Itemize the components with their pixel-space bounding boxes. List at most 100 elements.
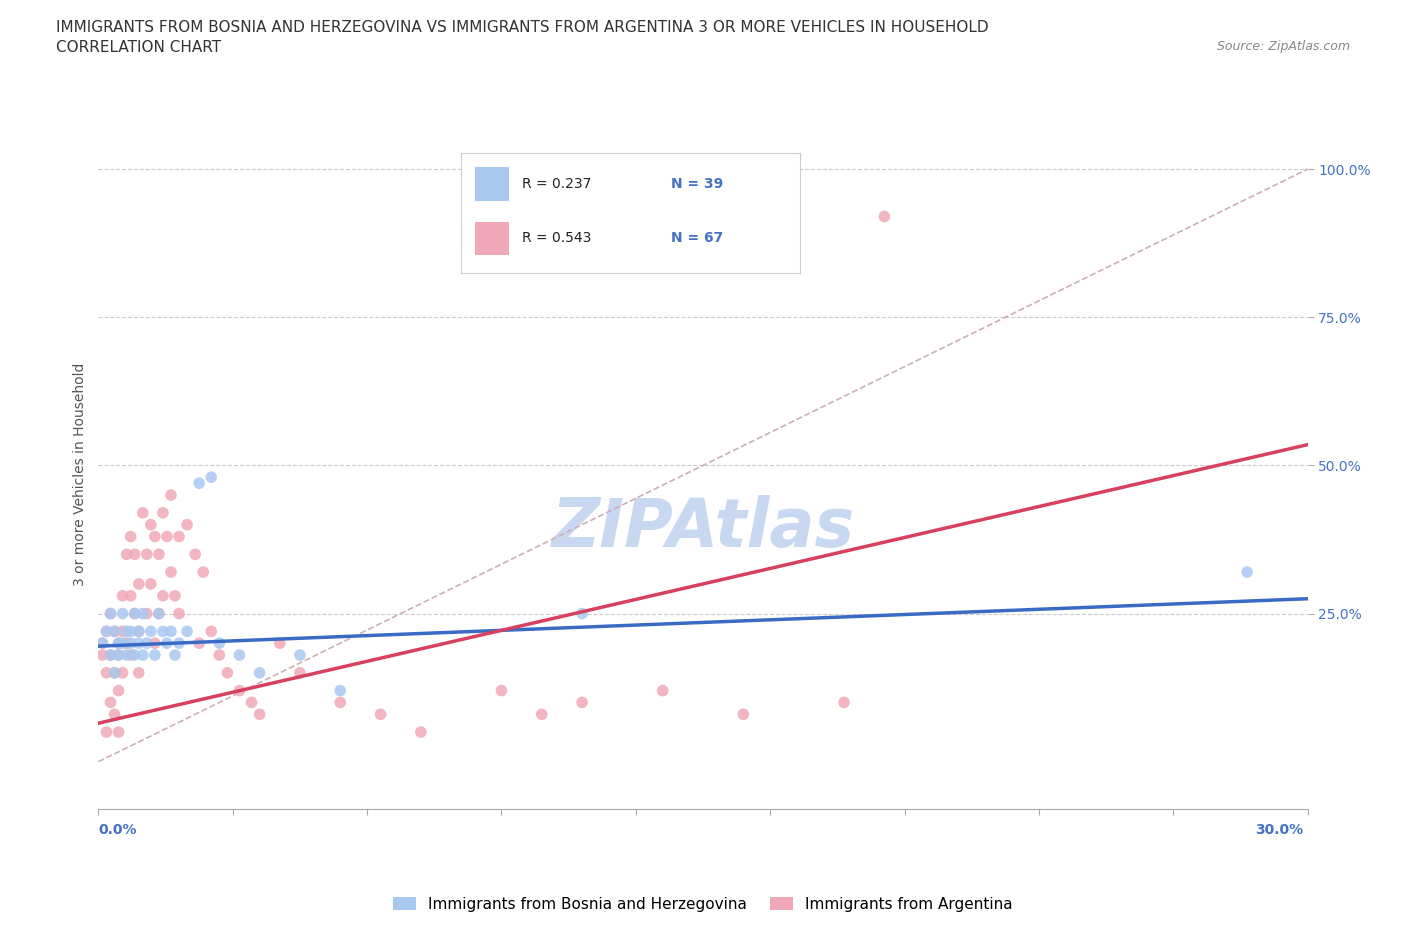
Point <box>139 577 162 591</box>
Point <box>188 636 211 651</box>
Point <box>288 647 311 662</box>
Point <box>176 624 198 639</box>
Point <box>188 476 211 491</box>
Point <box>100 606 122 621</box>
Point <box>103 624 125 639</box>
Point <box>111 665 134 680</box>
Point <box>143 647 166 662</box>
Point <box>873 209 896 224</box>
Point <box>571 606 593 621</box>
Text: 0.0%: 0.0% <box>98 823 136 837</box>
Text: CORRELATION CHART: CORRELATION CHART <box>56 40 221 55</box>
Text: ZIPAtlas: ZIPAtlas <box>551 495 855 561</box>
Point <box>156 636 179 651</box>
Point <box>96 624 118 639</box>
Point <box>571 695 593 710</box>
Point <box>91 636 114 651</box>
Point <box>249 665 271 680</box>
Point <box>111 589 134 604</box>
Point <box>530 707 553 722</box>
Point <box>107 636 129 651</box>
Point <box>124 547 146 562</box>
Point <box>135 636 157 651</box>
Point <box>115 624 138 639</box>
Point <box>148 606 170 621</box>
Point <box>184 547 207 562</box>
Point <box>167 529 190 544</box>
Point <box>139 517 162 532</box>
Point <box>163 589 186 604</box>
Point <box>107 647 129 662</box>
Point <box>96 724 118 739</box>
Point <box>249 707 271 722</box>
Point <box>120 589 142 604</box>
Text: 30.0%: 30.0% <box>1256 823 1303 837</box>
Text: Source: ZipAtlas.com: Source: ZipAtlas.com <box>1216 40 1350 53</box>
Point <box>156 529 179 544</box>
Point <box>288 665 311 680</box>
Point <box>91 647 114 662</box>
Point <box>120 647 142 662</box>
Point <box>228 684 250 698</box>
Point <box>208 636 231 651</box>
Point <box>124 606 146 621</box>
Point <box>100 606 122 621</box>
Point <box>228 647 250 662</box>
Point <box>96 665 118 680</box>
Point <box>152 505 174 520</box>
Point <box>329 684 352 698</box>
Point <box>733 707 755 722</box>
Point <box>163 647 186 662</box>
Point <box>208 647 231 662</box>
Point <box>115 647 138 662</box>
Point <box>193 565 215 579</box>
Point <box>128 665 150 680</box>
Point <box>132 606 155 621</box>
Point <box>107 647 129 662</box>
Point <box>107 684 129 698</box>
Point <box>143 636 166 651</box>
Point <box>152 589 174 604</box>
Point <box>143 529 166 544</box>
Point <box>832 695 855 710</box>
Point <box>139 624 162 639</box>
Point <box>135 606 157 621</box>
Point <box>329 695 352 710</box>
Point <box>103 665 125 680</box>
Point <box>135 547 157 562</box>
Point <box>100 695 122 710</box>
Point <box>160 487 183 502</box>
Point <box>103 624 125 639</box>
Point <box>128 624 150 639</box>
Point <box>120 529 142 544</box>
Point <box>107 724 129 739</box>
Point <box>120 636 142 651</box>
Point <box>100 647 122 662</box>
Point <box>124 647 146 662</box>
Y-axis label: 3 or more Vehicles in Household: 3 or more Vehicles in Household <box>73 363 87 586</box>
Text: IMMIGRANTS FROM BOSNIA AND HERZEGOVINA VS IMMIGRANTS FROM ARGENTINA 3 OR MORE VE: IMMIGRANTS FROM BOSNIA AND HERZEGOVINA V… <box>56 20 988 35</box>
Point <box>124 606 146 621</box>
Point <box>115 547 138 562</box>
Point <box>128 636 150 651</box>
Point <box>128 577 150 591</box>
Point <box>160 624 183 639</box>
Point <box>269 636 291 651</box>
Point <box>240 695 263 710</box>
Point <box>128 624 150 639</box>
Point <box>120 624 142 639</box>
Point <box>160 565 183 579</box>
Point <box>103 665 125 680</box>
Point <box>409 724 432 739</box>
Point <box>167 636 190 651</box>
Point <box>148 606 170 621</box>
Point <box>217 665 239 680</box>
Point <box>96 624 118 639</box>
Point <box>651 684 673 698</box>
Point <box>148 547 170 562</box>
Point <box>111 636 134 651</box>
Point <box>370 707 392 722</box>
Point <box>200 470 222 485</box>
Point <box>107 636 129 651</box>
Point <box>132 505 155 520</box>
